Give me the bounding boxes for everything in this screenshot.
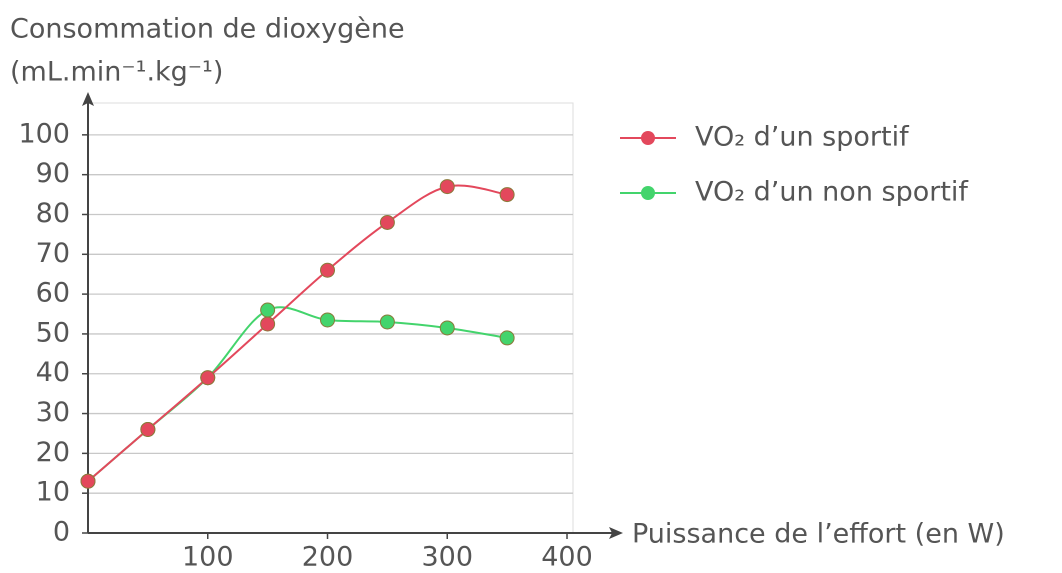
y-tick-label: 40 [36, 357, 70, 388]
data-point [499, 187, 515, 203]
data-point [200, 370, 216, 386]
y-tick-label: 10 [36, 477, 70, 508]
y-tick-label: 100 [18, 118, 70, 149]
y-tick-label: 30 [36, 397, 70, 428]
y-arrow [82, 92, 94, 106]
data-point [379, 314, 395, 330]
legend-label: VO₂ d’un non sportif [695, 177, 969, 208]
data-point [439, 179, 455, 195]
data-point [320, 262, 336, 278]
data-point [499, 330, 515, 346]
data-point [379, 214, 395, 230]
x-tick-label: 100 [182, 542, 234, 573]
y-tick-label: 60 [36, 278, 70, 309]
x-tick-label: 300 [421, 542, 473, 573]
legend-marker [641, 186, 655, 200]
y-tick-label: 20 [36, 437, 70, 468]
data-point [320, 312, 336, 328]
y-tick-label: 90 [36, 158, 70, 189]
legend-marker [641, 131, 655, 145]
legend-label: VO₂ d’un sportif [695, 122, 910, 153]
x-arrow [609, 527, 623, 539]
data-point [260, 316, 276, 332]
y-axis-label: (mL.min⁻¹.kg⁻¹) [10, 57, 223, 88]
y-tick-label: 0 [53, 517, 70, 548]
data-point [439, 320, 455, 336]
y-tick-label: 70 [36, 238, 70, 269]
x-tick-label: 400 [541, 542, 593, 573]
x-axis-label: Puissance de l’effort (en W) [632, 519, 1005, 550]
y-tick-label: 80 [36, 198, 70, 229]
y-tick-label: 50 [36, 317, 70, 348]
x-tick-label: 200 [302, 542, 354, 573]
y-axis-label: Consommation de dioxygène [10, 14, 405, 45]
data-point [260, 302, 276, 318]
data-point [140, 421, 156, 437]
data-point [80, 473, 96, 489]
